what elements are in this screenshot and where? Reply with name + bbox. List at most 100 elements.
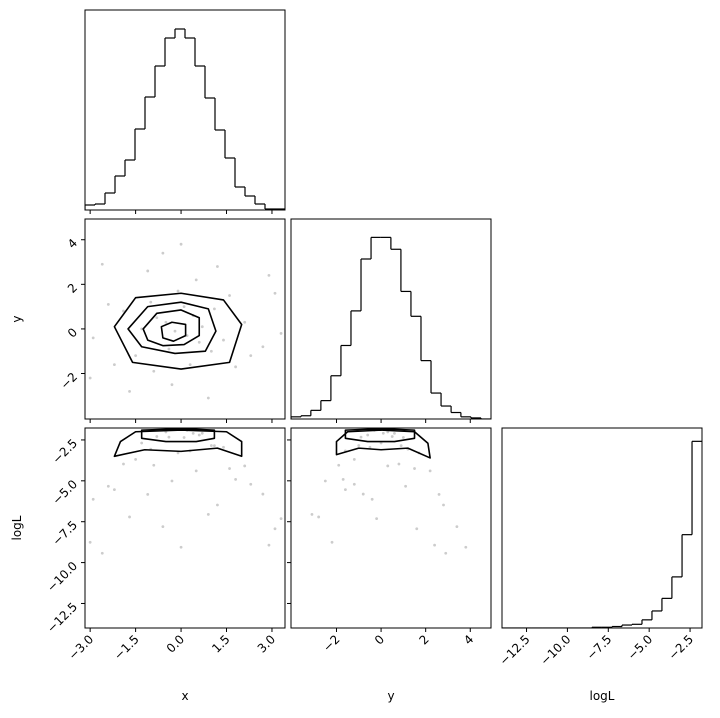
sample-point — [161, 251, 165, 255]
sample-point — [273, 527, 277, 531]
sample-point — [182, 305, 186, 309]
sample-point — [228, 467, 231, 470]
sample-point — [397, 462, 401, 466]
sample-point — [361, 492, 365, 496]
sample-point — [185, 334, 189, 338]
contour — [140, 428, 216, 443]
sample-point — [216, 503, 219, 507]
sample-point — [352, 482, 356, 486]
sample-point — [404, 484, 408, 488]
sample-point — [386, 464, 390, 468]
sample-point — [88, 540, 92, 544]
y-tick-label: −7.5 — [50, 518, 81, 549]
x-tick-label: 1.5 — [209, 632, 232, 655]
sample-point — [415, 527, 419, 531]
panel-area — [310, 428, 468, 555]
sample-point — [209, 349, 213, 353]
contour — [335, 429, 431, 459]
sample-point — [390, 435, 394, 438]
sample-point — [182, 436, 186, 439]
panel-area — [88, 428, 283, 555]
sample-point — [140, 327, 144, 331]
x-tick-label: −5.0 — [625, 632, 656, 663]
x-tick-label: −2 — [320, 632, 342, 654]
sample-point — [337, 463, 341, 467]
sample-point — [194, 469, 198, 473]
sample-point — [267, 543, 271, 547]
sample-point — [170, 479, 174, 483]
panel-area — [291, 236, 491, 419]
y-tick-label: −12.5 — [44, 600, 80, 636]
sample-point — [413, 467, 416, 470]
sample-point — [209, 444, 213, 447]
panel-frame — [84, 427, 286, 629]
x-tick-label: −2.5 — [666, 632, 697, 663]
y-tick-label: −5.0 — [50, 477, 81, 508]
sample-point — [146, 269, 150, 273]
sample-point — [176, 451, 180, 455]
y-axis-label: logL — [10, 515, 24, 540]
sample-point — [140, 441, 144, 445]
y-tick-label: 0 — [65, 325, 80, 340]
sample-point — [212, 444, 216, 448]
sample-point — [234, 365, 238, 369]
sample-point — [179, 242, 183, 246]
x-tick-label: 0 — [372, 632, 387, 647]
panel-frame — [84, 9, 286, 211]
panel-frame — [290, 427, 492, 629]
sample-point — [212, 307, 216, 311]
contour — [344, 428, 416, 443]
sample-point — [152, 369, 156, 373]
sample-point — [357, 444, 361, 447]
sample-point — [188, 363, 192, 366]
sample-point — [310, 512, 314, 516]
sample-point — [200, 325, 204, 329]
sample-point — [375, 517, 379, 520]
contour — [142, 309, 201, 347]
sample-point — [167, 435, 171, 439]
sample-point — [352, 457, 356, 461]
sample-point — [399, 444, 403, 448]
contour — [113, 292, 243, 370]
sample-point — [330, 540, 334, 544]
y-tick-label: −10.0 — [44, 559, 80, 595]
y-tick-label: −2 — [58, 370, 80, 392]
sample-point — [191, 431, 195, 435]
sample-point — [112, 363, 116, 366]
y-tick-label: −2.5 — [50, 436, 81, 467]
x-tick-label: −10.0 — [538, 632, 574, 668]
contour — [113, 429, 243, 458]
sample-point — [100, 551, 104, 555]
sample-point — [261, 492, 265, 496]
sample-point — [243, 464, 247, 468]
sample-point — [179, 545, 183, 549]
sample-point — [249, 354, 253, 358]
panel-area — [88, 242, 283, 400]
sample-point — [216, 265, 219, 268]
y-axis-label: y — [10, 315, 24, 322]
x-tick-label: −3.0 — [66, 632, 97, 663]
sample-point — [206, 512, 210, 516]
sample-point — [234, 477, 238, 481]
x-axis-label: logL — [590, 689, 615, 703]
sample-point — [437, 492, 441, 496]
x-tick-label: 0.0 — [164, 632, 187, 655]
sample-point — [317, 515, 321, 519]
sample-point — [197, 340, 201, 344]
panel-frame — [84, 218, 286, 420]
sample-point — [206, 396, 210, 400]
x-tick-label: 2 — [416, 632, 431, 647]
sample-point — [112, 488, 116, 492]
sample-point — [222, 338, 225, 342]
x-tick-label: −1.5 — [111, 632, 142, 663]
sample-point — [106, 484, 110, 488]
sample-point — [428, 469, 432, 473]
sample-point — [222, 445, 225, 449]
sample-point — [155, 316, 159, 320]
sample-point — [176, 289, 180, 293]
sample-point — [164, 320, 168, 324]
x-tick-label: −12.5 — [497, 632, 533, 668]
sample-point — [173, 329, 177, 333]
